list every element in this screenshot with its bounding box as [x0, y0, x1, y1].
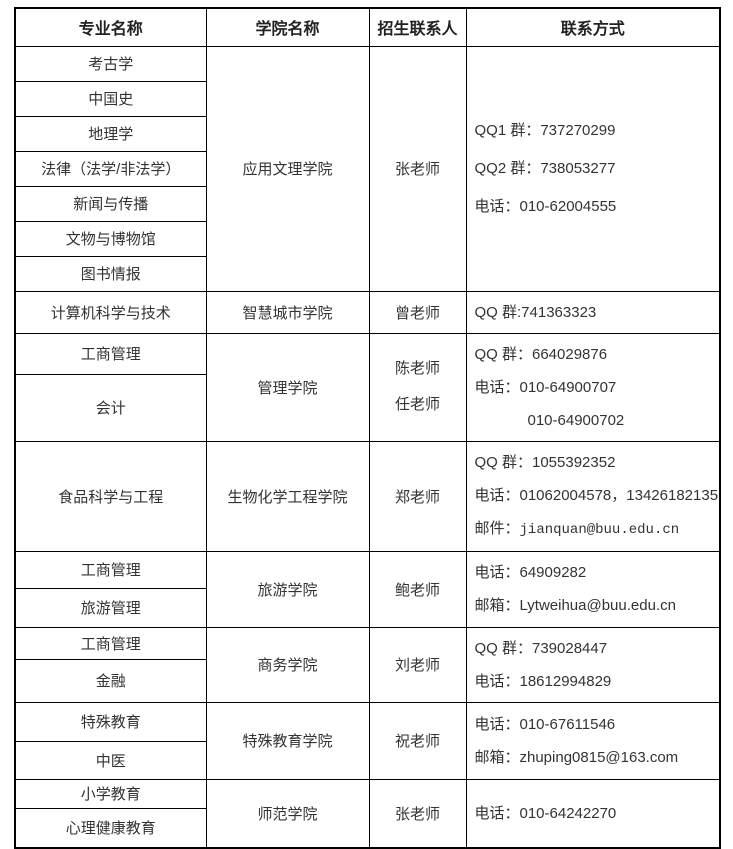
table-row: 工商管理 管理学院 陈老师 任老师 QQ 群：664029876 电话：010-… — [14, 332, 721, 442]
major-cell: 工商管理 — [14, 550, 207, 589]
header-contact-person: 招生联系人 — [368, 7, 467, 47]
table-row: 小学教育 师范学院 张老师 电话：010-64242270 — [14, 778, 721, 849]
table-row: 工商管理 旅游学院 鲍老师 电话：64909282 邮箱：Lytweihua@b… — [14, 550, 721, 628]
table-row: 文物与博物馆 — [14, 220, 720, 257]
table-header-row: 专业名称 学院名称 招生联系人 联系方式 — [14, 7, 721, 47]
contact-person-cell: 曾老师 — [368, 290, 467, 334]
table-row: 会计 — [14, 373, 720, 442]
contact-line: QQ1 群：737270299 — [474, 121, 616, 139]
table-row: 新闻与传播 — [14, 185, 720, 222]
major-cell: 法律（法学/非法学） — [14, 150, 207, 187]
major-cell: 工商管理 — [14, 626, 207, 661]
table-row: 中国史 — [14, 80, 720, 117]
contact-line: QQ2 群：738053277 — [474, 159, 616, 177]
major-cell: 心理健康教育 — [14, 807, 207, 849]
college-cell: 应用文理学院 — [205, 45, 370, 292]
major-cell: 金融 — [14, 659, 207, 703]
major-cell: 图书情报 — [14, 255, 207, 292]
contact-line: 邮箱：Lytweihua@buu.edu.cn — [474, 597, 676, 614]
contact-person-cell: 张老师 — [368, 45, 467, 292]
contact-info-cell: 电话：010-64242270 — [465, 778, 721, 849]
college-cell: 智慧城市学院 — [205, 290, 370, 334]
contact-person-line: 任老师 — [394, 396, 440, 413]
contact-person-cell: 张老师 — [368, 778, 467, 849]
admissions-contact-table: 专业名称 学院名称 招生联系人 联系方式 考古学 应用文理学院 张老师 QQ1 … — [14, 7, 721, 849]
contact-info-cell: QQ1 群：737270299 QQ2 群：738053277 电话：010-6… — [465, 45, 721, 292]
email-label: 邮件： — [474, 519, 520, 537]
table-row: 地理学 — [14, 115, 720, 152]
contact-line: QQ 群：739028447 — [474, 639, 608, 657]
contact-info-cell: QQ 群：664029876 电话：010-64900707 010-64900… — [465, 332, 721, 442]
table-row: 食品科学与工程 生物化学工程学院 郑老师 QQ 群：1055392352 电话：… — [14, 440, 721, 552]
major-cell: 特殊教育 — [14, 701, 207, 742]
contact-person-cell: 刘老师 — [368, 626, 467, 703]
contact-line: 电话：01062004578，13426182135 — [474, 486, 719, 504]
table-row: 图书情报 — [14, 255, 720, 292]
contact-line: 电话：010-64242270 — [474, 804, 617, 822]
contact-person-line: 陈老师 — [394, 360, 440, 377]
contact-line: 电话：18612994829 — [474, 672, 612, 690]
contact-line: 邮件：jianquan@buu.edu.cn — [475, 512, 716, 547]
college-cell: 生物化学工程学院 — [205, 440, 370, 552]
contact-person-cell: 郑老师 — [368, 440, 467, 552]
table-row: 旅游管理 — [14, 587, 720, 628]
table-row: 计算机科学与技术 智慧城市学院 曾老师 QQ 群:741363323 — [14, 290, 721, 334]
contact-person-cell: 陈老师 任老师 — [368, 332, 467, 442]
college-cell: 师范学院 — [205, 778, 370, 849]
college-cell: 商务学院 — [205, 626, 370, 703]
contact-line: QQ 群：1055392352 — [474, 453, 616, 471]
major-cell: 会计 — [14, 373, 207, 442]
header-college: 学院名称 — [205, 7, 370, 47]
contact-person-cell: 祝老师 — [368, 701, 467, 780]
contact-info-cell: QQ 群：739028447 电话：18612994829 — [465, 626, 721, 703]
major-cell: 旅游管理 — [14, 587, 207, 628]
major-cell: 地理学 — [14, 115, 207, 152]
major-cell: 新闻与传播 — [14, 185, 207, 222]
contact-person-cell: 鲍老师 — [368, 550, 467, 628]
contact-line: 电话：010-64900707 — [474, 378, 617, 396]
contact-info-cell: QQ 群:741363323 — [465, 290, 721, 334]
contact-line: QQ 群:741363323 — [474, 303, 597, 321]
contact-info-cell: QQ 群：1055392352 电话：01062004578，134261821… — [465, 440, 721, 552]
header-major: 专业名称 — [14, 7, 207, 47]
contact-line: 电话：010-67611546 — [474, 715, 616, 733]
contact-line: 010-64900702 — [527, 411, 625, 429]
email-value: jianquan@buu.edu.cn — [519, 521, 680, 538]
college-cell: 特殊教育学院 — [205, 701, 370, 780]
table-row: 工商管理 商务学院 刘老师 QQ 群：739028447 电话：18612994… — [14, 626, 721, 703]
table-row: 金融 — [14, 659, 720, 703]
college-cell: 管理学院 — [205, 332, 370, 442]
major-cell: 中国史 — [14, 80, 207, 117]
header-contact-info: 联系方式 — [465, 7, 721, 47]
contact-info-cell: 电话：010-67611546 邮箱：zhuping0815@163.com — [465, 701, 721, 780]
contact-line: 电话：64909282 — [474, 564, 587, 581]
table-row: 考古学 应用文理学院 张老师 QQ1 群：737270299 QQ2 群：738… — [14, 45, 721, 292]
major-cell: 计算机科学与技术 — [14, 290, 207, 334]
college-cell: 旅游学院 — [205, 550, 370, 628]
contact-info-cell: 电话：64909282 邮箱：Lytweihua@buu.edu.cn — [465, 550, 721, 628]
major-cell: 工商管理 — [14, 332, 207, 375]
major-cell: 小学教育 — [14, 778, 207, 809]
contact-line: 电话：010-62004555 — [474, 197, 617, 215]
major-cell: 文物与博物馆 — [14, 220, 207, 257]
table-row: 中医 — [14, 740, 720, 780]
major-cell: 中医 — [14, 740, 207, 780]
table-row: 特殊教育 特殊教育学院 祝老师 电话：010-67611546 邮箱：zhupi… — [14, 701, 721, 780]
contact-line: 邮箱：zhuping0815@163.com — [474, 748, 679, 766]
contact-line: QQ 群：664029876 — [474, 345, 608, 363]
major-cell: 考古学 — [14, 45, 207, 82]
major-cell: 食品科学与工程 — [14, 440, 207, 552]
